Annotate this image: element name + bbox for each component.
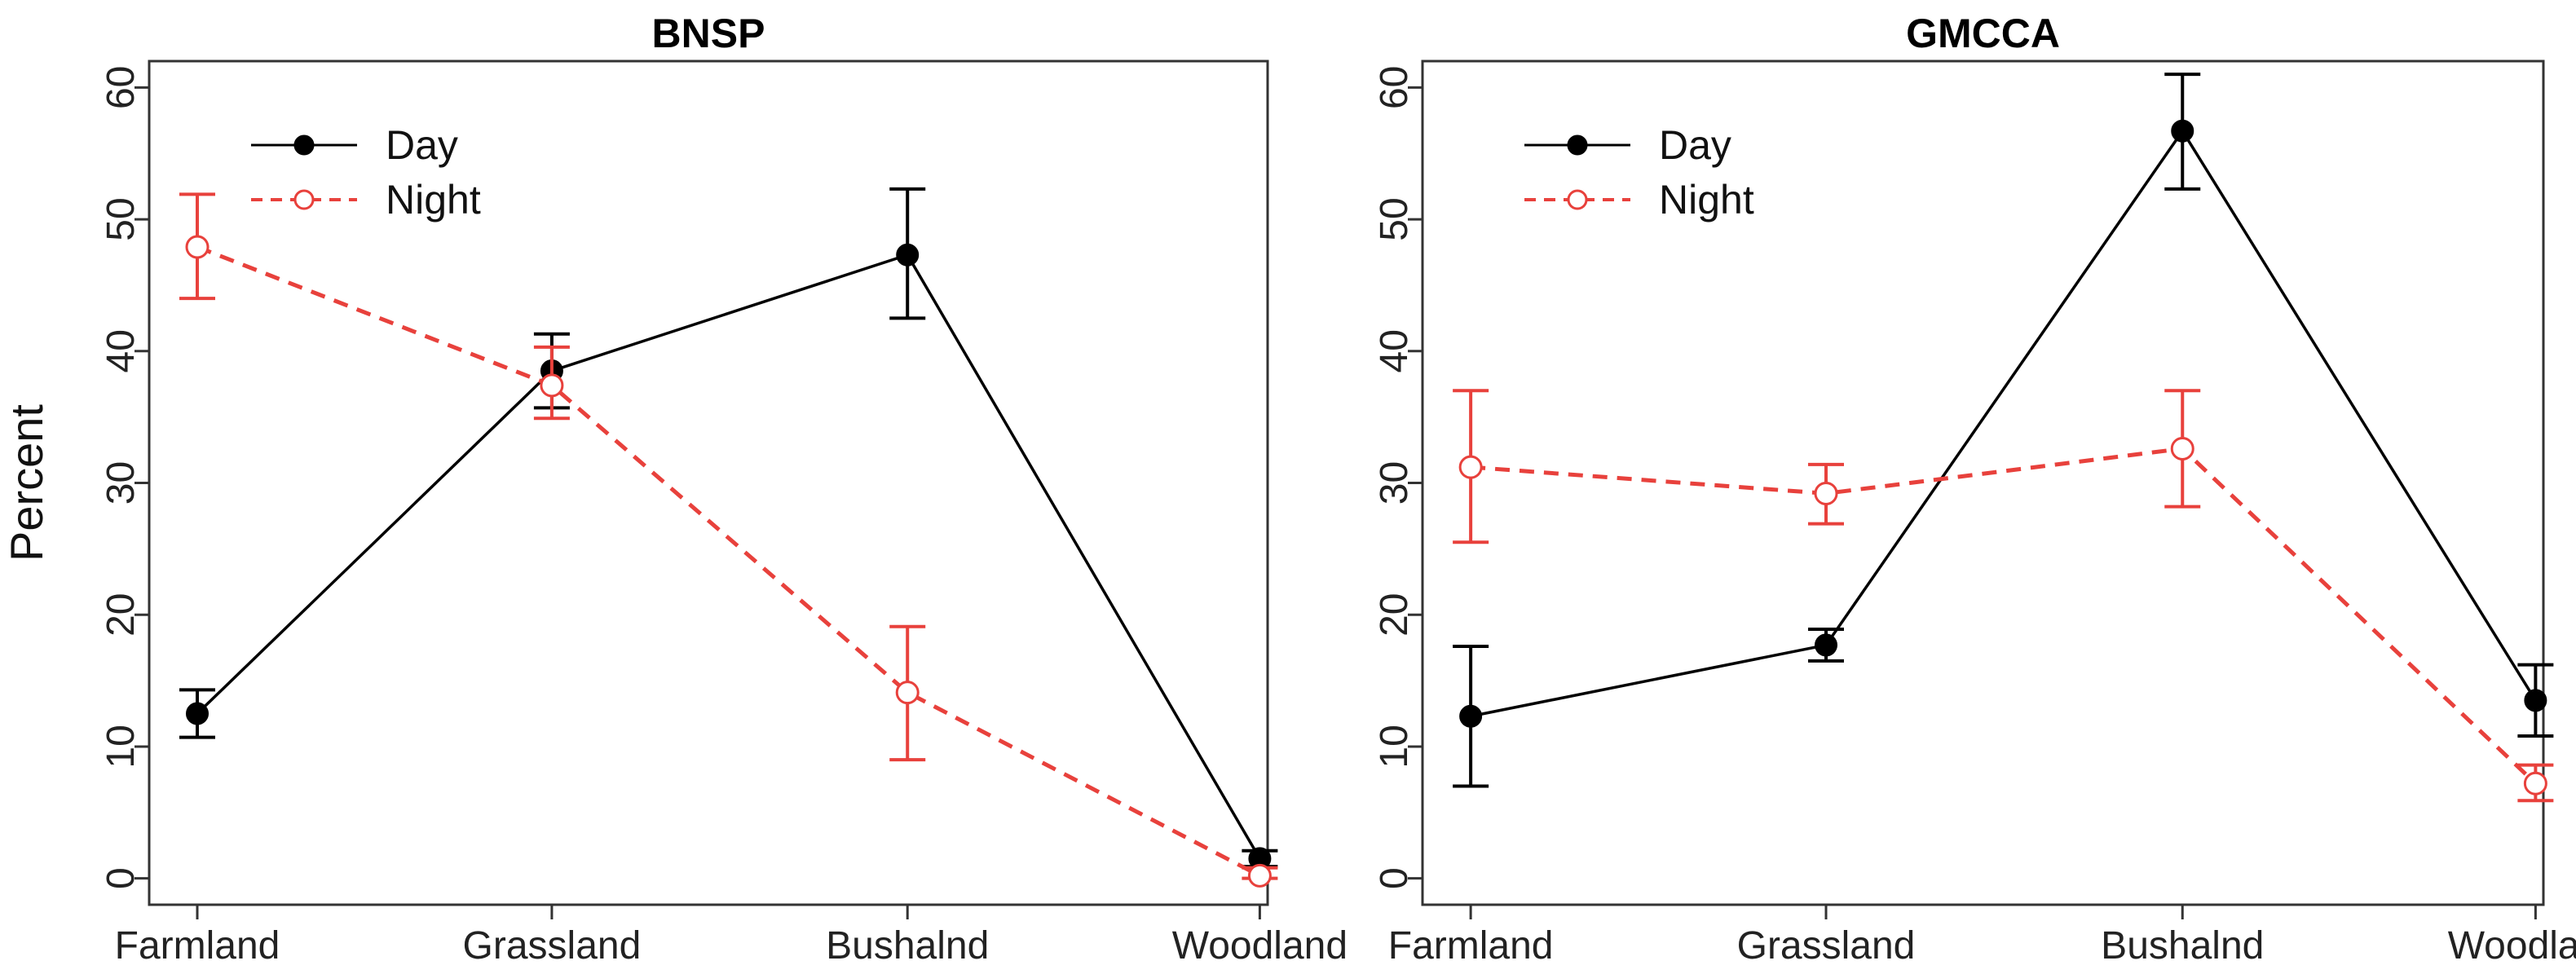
y-tick-label: 30 [99,461,143,505]
data-point-night [540,373,564,398]
y-tick-label: 0 [1373,867,1416,889]
y-tick-label: 50 [1373,197,1416,240]
series-night [179,192,1278,888]
x-tick-label: Farmland [1388,924,1554,967]
legend: Day Night [1524,122,1754,223]
x-tick-label: Bushalnd [2101,924,2264,967]
series-day [179,187,1278,870]
y-tick-label: 20 [99,593,143,637]
x-tick-label: Grassland [463,924,642,967]
legend-day-label: Day [386,122,458,168]
data-point-night [2170,436,2194,461]
x-tick-label: Grassland [1737,924,1916,967]
series-night [1453,389,2554,803]
series-line-day [196,253,1261,860]
x-axis: Farmland Grassland Bushalnd Woodland [1388,905,2576,967]
y-axis: 0 10 20 30 40 50 60 [99,66,149,889]
y-tick-label: 10 [99,725,143,768]
y-tick-label: 60 [1373,66,1416,109]
x-tick-label: Farmland [115,924,280,967]
y-axis-label: Percent [1,404,52,562]
series-layer [179,187,1278,888]
plot-frame [148,59,1269,906]
legend-night-label: Night [1659,177,1754,223]
series-line-night [1470,446,2538,786]
x-tick-label: Woodland [2448,924,2576,967]
data-point-night [895,681,920,705]
series-line-night [196,245,1261,878]
y-tick-label: 20 [1373,593,1416,637]
x-axis: Farmland Grassland Bushalnd Woodland [115,905,1348,967]
y-tick-label: 40 [99,329,143,372]
data-point-day [1459,704,1483,728]
y-tick-label: 40 [1373,329,1416,372]
data-point-night [185,235,210,259]
y-tick-label: 0 [99,867,143,889]
data-point-night [1247,863,1272,888]
y-tick-label: 10 [1373,725,1416,768]
y-axis: 0 10 20 30 40 50 60 [1373,66,1423,889]
series-line-day [1470,128,2537,718]
data-point-day [1815,633,1837,657]
panel-bnsp: BNSP Percent 0 10 20 30 40 50 60 Farmland Grass… [1,11,1348,967]
data-point-day [2171,119,2194,143]
legend-day-marker [1567,134,1588,156]
legend-day-label: Day [1659,122,1731,168]
panel-title: BNSP [652,11,765,56]
series-layer [1453,73,2554,803]
data-point-night [2523,771,2547,796]
y-tick-label: 50 [99,197,143,240]
legend-day-marker [293,134,315,156]
y-tick-label: 60 [99,66,143,109]
legend: Day Night [251,122,481,223]
panel-gmcca: GMCCA 0 10 20 30 40 50 60 Farmland Grassland Bus… [1373,11,2576,967]
y-tick-label: 30 [1373,461,1416,505]
data-point-day [185,702,209,725]
data-point-night [1814,481,1838,505]
data-point-night [1458,455,1483,479]
legend-night-marker [1567,189,1588,210]
legend-night-marker [293,189,315,210]
panel-title: GMCCA [1906,11,2060,56]
legend-night-label: Night [386,177,481,223]
x-tick-label: Woodland [1172,924,1348,967]
data-point-day [2524,689,2547,712]
plot-frame [1421,59,2545,906]
x-tick-label: Bushalnd [826,924,989,967]
series-day [1453,73,2554,788]
data-point-day [896,243,920,267]
